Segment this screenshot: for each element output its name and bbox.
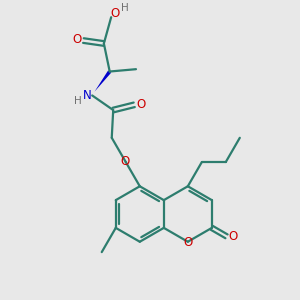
Text: N: N xyxy=(83,89,92,102)
Text: O: O xyxy=(72,33,82,46)
Text: O: O xyxy=(136,98,145,111)
Text: H: H xyxy=(121,3,128,14)
Text: O: O xyxy=(121,155,130,168)
Text: H: H xyxy=(74,96,82,106)
Text: O: O xyxy=(183,236,193,248)
Text: O: O xyxy=(111,7,120,20)
Text: O: O xyxy=(228,230,238,243)
Polygon shape xyxy=(94,70,111,92)
